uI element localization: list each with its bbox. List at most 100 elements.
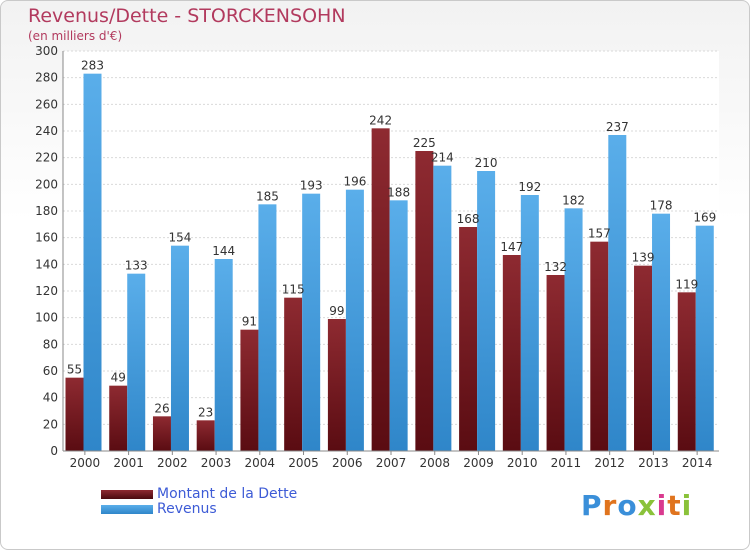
- bar-revenue-2008: [433, 165, 452, 451]
- data-label-debt-2001: 49: [111, 371, 126, 385]
- y-tick-label: 200: [35, 177, 58, 191]
- data-label-debt-2006: 99: [329, 304, 344, 318]
- logo-letter: t: [667, 489, 682, 522]
- bar-revenue-2010: [520, 195, 539, 451]
- bar-debt-2003: [196, 420, 215, 451]
- data-label-revenue-2007: 188: [387, 185, 410, 199]
- legend-swatch-debt: [101, 490, 153, 499]
- bar-revenue-2006: [345, 189, 364, 451]
- x-tick-label-2000: 2000: [70, 456, 101, 470]
- data-label-revenue-2009: 210: [475, 156, 498, 170]
- data-label-debt-2011: 132: [544, 260, 567, 274]
- x-tick-label-2009: 2009: [463, 456, 494, 470]
- data-label-debt-2012: 157: [588, 227, 611, 241]
- data-label-revenue-2010: 192: [518, 180, 541, 194]
- data-label-revenue-2008: 214: [431, 151, 454, 165]
- bar-debt-2001: [109, 385, 128, 451]
- data-label-revenue-2003: 144: [212, 244, 235, 258]
- data-label-revenue-2012: 237: [606, 120, 629, 134]
- chart-title: Revenus/Dette - STORCKENSOHN: [28, 5, 346, 27]
- x-tick-label-2011: 2011: [551, 456, 582, 470]
- bar-debt-2008: [415, 151, 434, 451]
- logo-letter: i: [656, 489, 668, 522]
- data-label-debt-2009: 168: [457, 212, 480, 226]
- data-label-debt-2007: 242: [369, 113, 392, 127]
- data-label-revenue-2005: 193: [300, 179, 323, 193]
- data-label-debt-2013: 139: [632, 251, 655, 265]
- data-label-debt-2000: 55: [67, 363, 82, 377]
- data-label-revenue-2004: 185: [256, 189, 279, 203]
- bar-debt-2000: [65, 377, 84, 451]
- bar-revenue-2002: [170, 245, 189, 451]
- x-tick-label-2012: 2012: [594, 456, 625, 470]
- x-tick-label-2006: 2006: [332, 456, 363, 470]
- bar-debt-2007: [371, 128, 390, 451]
- data-label-revenue-2006: 196: [343, 175, 366, 189]
- y-tick-label: 80: [43, 337, 58, 351]
- bar-revenue-2001: [127, 273, 146, 451]
- y-tick-label: 260: [35, 97, 58, 111]
- bar-revenue-2005: [302, 193, 321, 451]
- logo-letter: o: [617, 489, 638, 522]
- y-tick-label: 100: [35, 311, 58, 325]
- proxiti-logo: Proxiti: [581, 489, 692, 522]
- x-tick-label-2010: 2010: [507, 456, 538, 470]
- data-label-debt-2002: 26: [154, 401, 169, 415]
- bar-revenue-2003: [214, 259, 233, 451]
- y-tick-label: 0: [50, 444, 58, 458]
- x-tick-label-2005: 2005: [288, 456, 319, 470]
- y-tick-label: 220: [35, 151, 58, 165]
- x-tick-label-2007: 2007: [376, 456, 407, 470]
- bar-debt-2011: [546, 275, 565, 451]
- legend-label-debt: Montant de la Dette: [157, 486, 298, 502]
- logo-letter: i: [681, 489, 693, 522]
- data-label-revenue-2001: 133: [125, 259, 148, 273]
- x-tick-label-2001: 2001: [113, 456, 144, 470]
- y-tick-label: 240: [35, 124, 58, 138]
- data-label-revenue-2014: 169: [693, 211, 716, 225]
- x-tick-label-2008: 2008: [419, 456, 450, 470]
- logo-letter: r: [602, 489, 618, 522]
- logo-letter: x: [637, 489, 657, 522]
- data-label-debt-2003: 23: [198, 405, 213, 419]
- data-label-debt-2010: 147: [500, 240, 523, 254]
- bar-debt-2013: [634, 265, 653, 451]
- legend-swatch-revenue: [101, 505, 153, 514]
- data-label-debt-2008: 225: [413, 136, 436, 150]
- bar-revenue-2009: [477, 171, 496, 451]
- x-tick-label-2014: 2014: [682, 456, 713, 470]
- bar-debt-2010: [502, 255, 521, 451]
- bar-debt-2014: [677, 292, 696, 451]
- bar-revenue-2011: [564, 208, 583, 451]
- y-tick-label: 40: [43, 391, 58, 405]
- bar-debt-2006: [327, 319, 346, 451]
- bar-revenue-2004: [258, 204, 277, 451]
- y-tick-label: 280: [35, 71, 58, 85]
- bar-revenue-2000: [83, 73, 102, 452]
- data-label-revenue-2011: 182: [562, 193, 585, 207]
- bar-revenue-2007: [389, 200, 408, 451]
- bar-debt-2012: [590, 241, 609, 451]
- bar-debt-2005: [284, 297, 303, 451]
- data-label-revenue-2013: 178: [650, 199, 673, 213]
- data-label-debt-2004: 91: [242, 315, 257, 329]
- chart-subtitle: (en milliers d'€): [28, 29, 123, 43]
- y-tick-label: 300: [35, 44, 58, 58]
- bar-revenue-2014: [695, 225, 714, 451]
- y-tick-label: 180: [35, 204, 58, 218]
- bar-revenue-2012: [608, 135, 627, 451]
- data-label-debt-2014: 119: [675, 277, 698, 291]
- legend-label-revenue: Revenus: [157, 501, 217, 517]
- y-tick-label: 140: [35, 257, 58, 271]
- y-tick-label: 160: [35, 231, 58, 245]
- y-tick-label: 20: [43, 417, 58, 431]
- bar-revenue-2013: [652, 213, 671, 451]
- y-tick-label: 120: [35, 284, 58, 298]
- data-label-revenue-2000: 283: [81, 59, 104, 73]
- logo-letter: P: [581, 489, 603, 522]
- x-tick-label-2003: 2003: [201, 456, 232, 470]
- x-tick-label-2002: 2002: [157, 456, 188, 470]
- x-tick-label-2013: 2013: [638, 456, 669, 470]
